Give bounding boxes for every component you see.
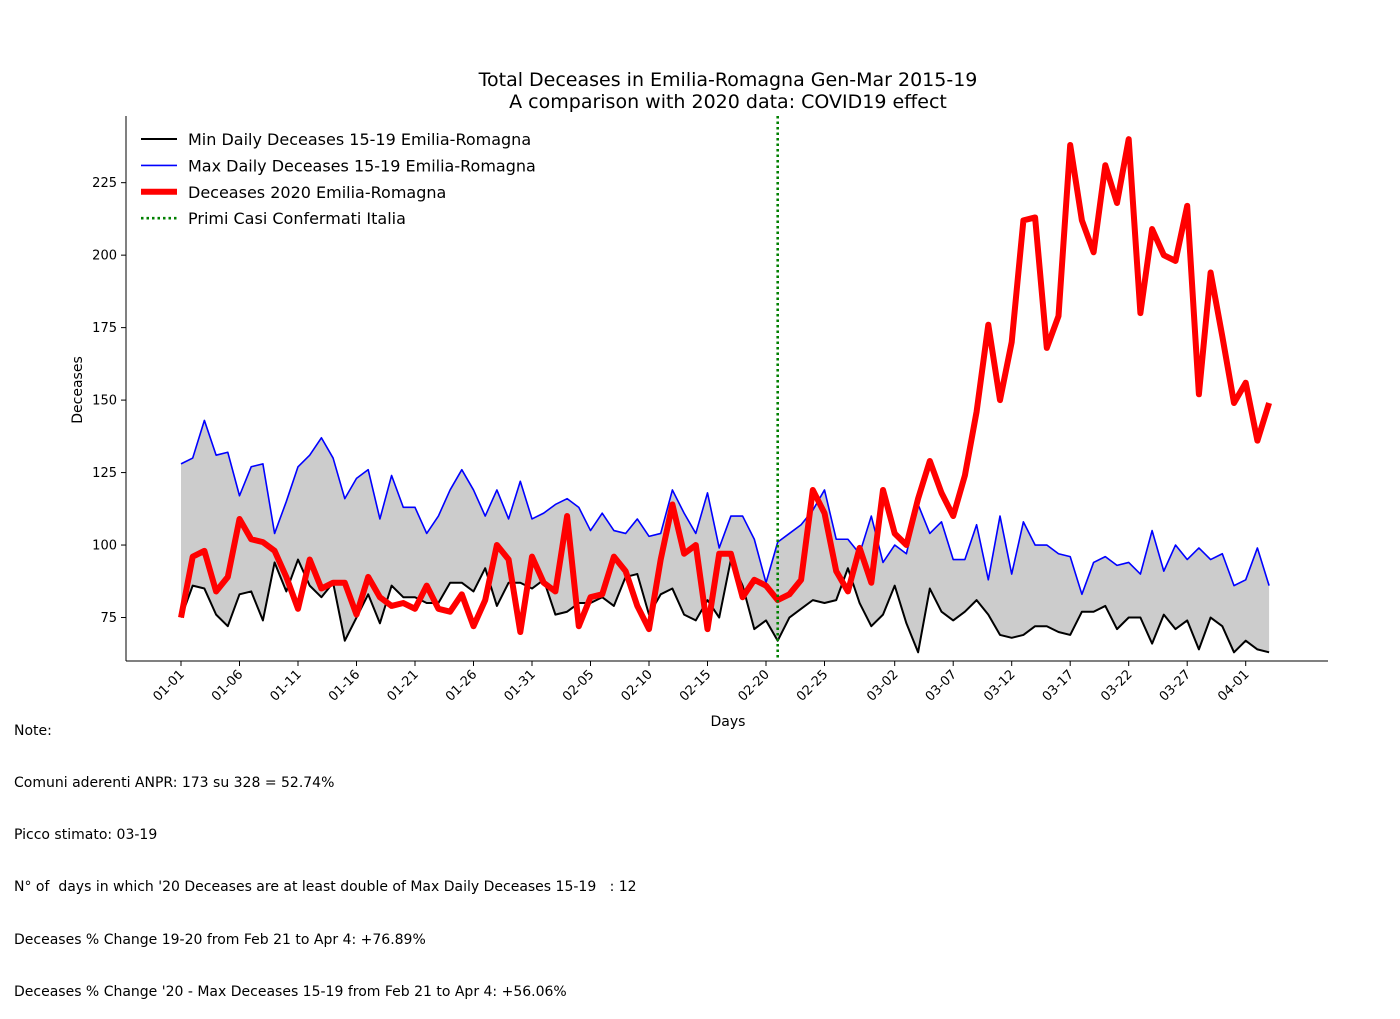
x-tick-label: 03-27 (1157, 667, 1194, 704)
y-tick-label: 150 (92, 394, 117, 409)
legend: Min Daily Deceases 15-19 Emilia-Romagna M… (141, 130, 536, 228)
x-tick-label: 03-02 (864, 667, 901, 704)
notes: Note: Comuni aderenti ANPR: 173 su 328 =… (14, 688, 637, 1019)
y-tick-label: 125 (92, 466, 117, 481)
x-tick-label: 02-25 (794, 667, 831, 704)
legend-min-label: Min Daily Deceases 15-19 Emilia-Romagna (188, 130, 531, 149)
x-tick-label: 02-15 (677, 667, 714, 704)
x-tick-label: 03-22 (1098, 667, 1135, 704)
note-line: Deceases % Change 19-20 from Feb 21 to A… (14, 931, 426, 948)
x-axis-label: Days (711, 714, 746, 730)
y-tick-label: 75 (100, 611, 117, 626)
x-tick-label: 03-12 (981, 667, 1018, 704)
y-tick-label: 175 (92, 321, 117, 336)
x-tick-label: 03-07 (923, 667, 960, 704)
y-tick-label: 200 (92, 249, 117, 264)
x-tick-label: 02-20 (736, 667, 773, 704)
chart: Total Deceases in Emilia-Romagna Gen-Mar… (70, 69, 1328, 730)
note-line: Picco stimato: 03-19 (14, 827, 158, 844)
y-tick-label: 225 (92, 176, 117, 191)
chart-title: Total Deceases in Emilia-Romagna Gen-Mar… (478, 69, 978, 91)
y-axis-label: Deceases (70, 356, 86, 423)
legend-max-label: Max Daily Deceases 15-19 Emilia-Romagna (188, 156, 536, 175)
chart-subtitle: A comparison with 2020 data: COVID19 eff… (509, 91, 947, 113)
note-line: Comuni aderenti ANPR: 173 su 328 = 52.74… (14, 775, 335, 792)
note-line: Deceases % Change '20 - Max Deceases 15-… (14, 983, 567, 1000)
note-line: N° of days in which '20 Deceases are at … (14, 879, 637, 896)
x-tick-label: 03-17 (1040, 667, 1077, 704)
max-deceases-line (180, 419, 1270, 596)
plot-area (178, 116, 1272, 661)
legend-2020-label: Deceases 2020 Emilia-Romagna (188, 183, 446, 202)
deceases-2020-line (178, 136, 1272, 636)
legend-vline-label: Primi Casi Confermati Italia (188, 209, 406, 228)
x-tick-label: 04-01 (1215, 667, 1252, 704)
note-header: Note: (14, 722, 52, 739)
y-tick-label: 100 (92, 539, 117, 554)
min-deceases-line (180, 558, 1270, 654)
range-fill (181, 420, 1270, 653)
